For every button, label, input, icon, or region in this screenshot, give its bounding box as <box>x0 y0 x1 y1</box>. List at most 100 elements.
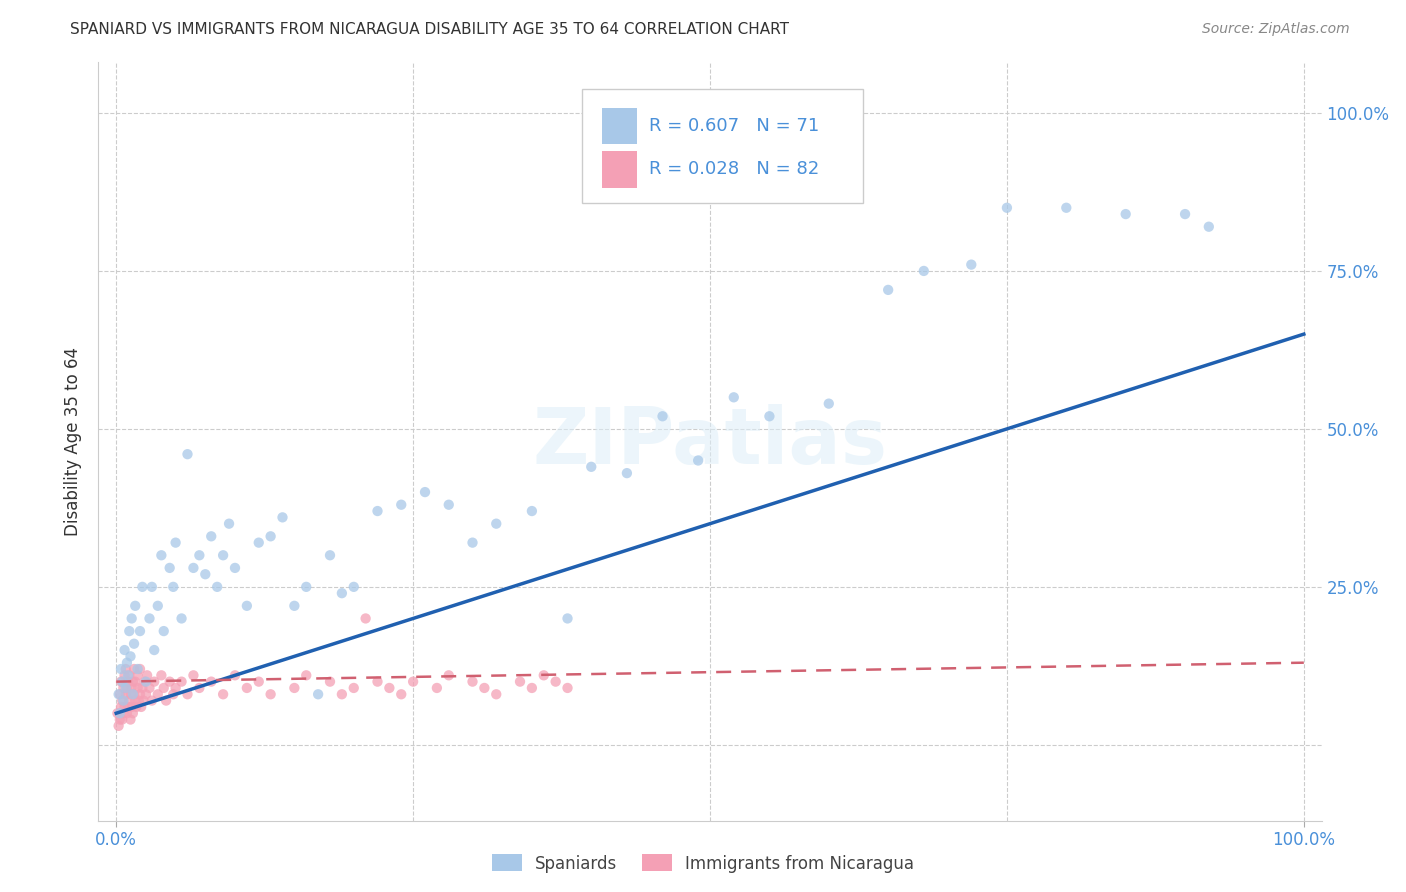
Legend: Spaniards, Immigrants from Nicaragua: Spaniards, Immigrants from Nicaragua <box>485 847 921 880</box>
Point <box>912 264 935 278</box>
Point <box>108 687 131 701</box>
Point <box>259 687 281 701</box>
Point <box>162 687 184 701</box>
Point <box>533 668 555 682</box>
Y-axis label: Disability Age 35 to 64: Disability Age 35 to 64 <box>65 347 83 536</box>
Point <box>132 693 155 707</box>
Point <box>121 700 143 714</box>
Point <box>426 681 449 695</box>
Point <box>343 681 366 695</box>
Point <box>1198 219 1220 234</box>
Point <box>124 674 146 689</box>
Point <box>112 706 135 721</box>
Point <box>108 713 131 727</box>
Point <box>194 567 217 582</box>
Point <box>319 674 342 689</box>
Point <box>120 687 142 701</box>
Point <box>146 599 169 613</box>
Point <box>110 700 132 714</box>
Point <box>111 713 134 727</box>
Point <box>124 599 146 613</box>
Point <box>141 580 163 594</box>
Point <box>121 687 143 701</box>
Point <box>134 674 156 689</box>
Point <box>128 693 150 707</box>
Text: R = 0.607   N = 71: R = 0.607 N = 71 <box>648 117 820 135</box>
Point <box>319 548 342 563</box>
Point <box>688 453 710 467</box>
Point <box>354 611 377 625</box>
Point <box>485 687 508 701</box>
Point <box>129 687 152 701</box>
Point <box>107 719 129 733</box>
Point <box>143 674 166 689</box>
Point <box>224 668 246 682</box>
Point <box>212 548 235 563</box>
Point <box>150 668 173 682</box>
Point <box>295 580 318 594</box>
Point <box>159 561 181 575</box>
Point <box>1174 207 1197 221</box>
Point <box>1115 207 1137 221</box>
Point <box>236 599 259 613</box>
Point <box>114 681 136 695</box>
Point <box>170 674 193 689</box>
Point <box>877 283 900 297</box>
Point <box>120 649 142 664</box>
Point <box>114 643 136 657</box>
Point <box>127 668 149 682</box>
Point <box>485 516 508 531</box>
Point <box>114 687 136 701</box>
Bar <box>602 108 637 145</box>
Point <box>817 396 839 410</box>
Point <box>141 693 163 707</box>
Point <box>200 674 222 689</box>
Point <box>247 535 270 549</box>
Point <box>343 580 366 594</box>
Text: ZIPatlas: ZIPatlas <box>533 403 887 480</box>
Point <box>146 687 169 701</box>
Point <box>129 624 152 639</box>
Point <box>295 668 318 682</box>
Point <box>437 668 460 682</box>
Point <box>112 681 135 695</box>
Point <box>127 662 149 676</box>
Point <box>143 643 166 657</box>
Point <box>117 674 139 689</box>
Point <box>115 681 138 695</box>
Point <box>259 529 281 543</box>
Point <box>159 674 181 689</box>
Point <box>111 674 134 689</box>
Point <box>224 561 246 575</box>
Point <box>170 611 193 625</box>
Text: R = 0.028   N = 82: R = 0.028 N = 82 <box>648 161 820 178</box>
Point <box>115 706 138 721</box>
Point <box>122 637 145 651</box>
Point <box>188 681 211 695</box>
Point <box>135 687 157 701</box>
Point <box>110 662 132 676</box>
Point <box>176 447 198 461</box>
Point <box>118 693 141 707</box>
Point <box>461 535 484 549</box>
Point <box>162 580 184 594</box>
Point <box>247 674 270 689</box>
Point <box>125 700 148 714</box>
Point <box>122 662 145 676</box>
Point <box>152 681 174 695</box>
Point <box>474 681 496 695</box>
Point <box>114 668 136 682</box>
Point <box>389 498 412 512</box>
Point <box>581 459 603 474</box>
Point <box>509 674 531 689</box>
Point <box>389 687 412 701</box>
Point <box>218 516 240 531</box>
Bar <box>602 151 637 187</box>
Point <box>111 693 134 707</box>
Point <box>118 668 141 682</box>
Point <box>307 687 329 701</box>
Point <box>165 681 187 695</box>
FancyBboxPatch shape <box>582 89 863 202</box>
Point <box>150 548 173 563</box>
Point <box>366 504 388 518</box>
